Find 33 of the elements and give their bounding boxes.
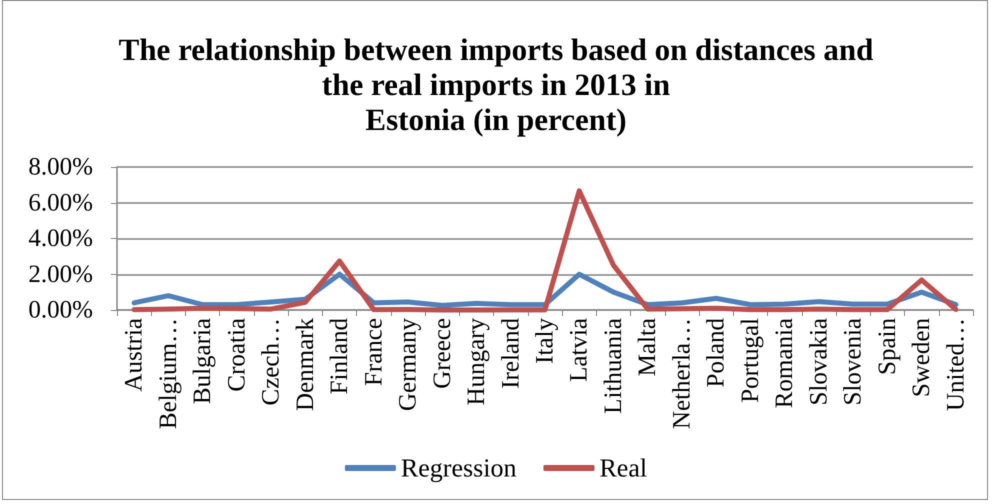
x-tick-label: Germany	[394, 318, 422, 412]
x-tick-label: Spain	[874, 318, 901, 375]
y-tick-label: 6.00%	[28, 189, 93, 216]
y-tick-label: 0.00%	[28, 296, 93, 324]
x-tick-label: Italy	[532, 318, 558, 364]
x-tick-label: Sweden	[908, 318, 936, 398]
x-tick-label: Bulgaria	[189, 318, 216, 404]
x-tick-label: Romania	[771, 318, 798, 408]
y-tick-label: 8.00%	[28, 154, 93, 180]
x-tick-label: Greece	[428, 318, 456, 389]
x-tick-label: Portugal	[736, 318, 764, 403]
legend-label: Regression	[400, 454, 516, 482]
x-tick-label: Belgium…	[154, 318, 182, 430]
x-tick-label: Latvia	[566, 318, 593, 382]
x-tick-label: Slovakia	[805, 318, 832, 406]
x-tick-label: Poland	[702, 318, 730, 388]
y-tick-label: 4.00%	[28, 225, 93, 252]
y-tick-label: 2.00%	[28, 260, 93, 288]
x-tick-label: Croatia	[223, 318, 250, 392]
x-tick-label: Malta	[634, 318, 662, 376]
x-tick-label: Finland	[326, 318, 354, 394]
x-tick-label: Slovenia	[840, 318, 867, 406]
legend-label: Real	[599, 454, 648, 482]
x-tick-label: United…	[942, 318, 970, 412]
x-tick-label: Hungary	[463, 318, 490, 406]
x-tick-label: Ireland	[497, 318, 524, 389]
x-tick-label: Czech…	[258, 318, 285, 406]
x-tick-label: France	[360, 318, 388, 386]
x-tick-label: Denmark	[292, 318, 319, 412]
x-tick-label: Netherla…	[668, 318, 696, 430]
x-tick-label: Lithuania	[600, 318, 627, 414]
x-tick-label: Austria	[120, 318, 148, 392]
chart-title: The relationship between imports based on distances and the real imports in 2013 in Estonia (in percent)	[118, 32, 874, 137]
